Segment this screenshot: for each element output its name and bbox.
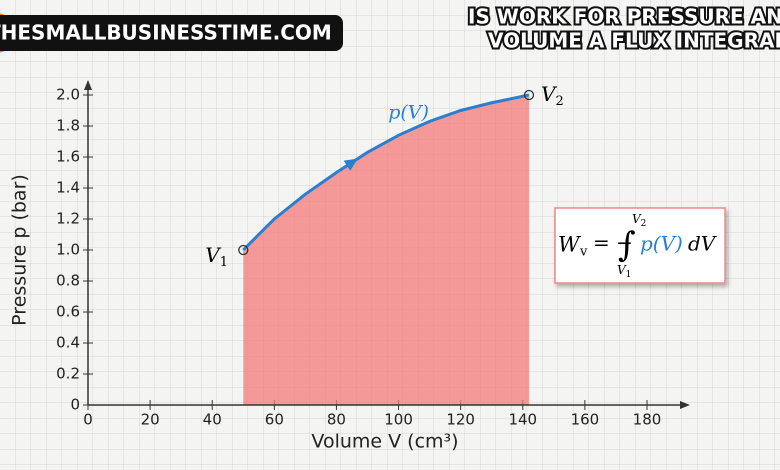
y-tick-label: 2.0: [56, 86, 80, 104]
x-tick-label: 140: [508, 411, 537, 429]
formula-box: [554, 207, 726, 284]
point-label-main: V: [205, 243, 222, 267]
y-tick-label: 1.0: [56, 241, 80, 259]
x-tick-label: 160: [571, 411, 600, 429]
x-tick-label: 40: [203, 411, 222, 429]
banner: THESMALLBUSINESSTIME.COM: [0, 21, 332, 45]
endpoint: [238, 244, 249, 256]
banner-box: [0, 15, 343, 51]
x-tick-label: 80: [327, 411, 346, 429]
y-tick-label: 1.2: [56, 210, 80, 228]
x-tick-label: 100: [384, 411, 413, 429]
area: [243, 95, 529, 405]
x-tick-label: 60: [265, 411, 284, 429]
x-arrow: [680, 401, 690, 409]
formula-eq: = −: [593, 231, 633, 255]
y-tick-label: 0.2: [56, 365, 80, 383]
point-label: V1: [205, 243, 228, 270]
x-tick-label: 120: [446, 411, 475, 429]
x-tick-label: 0: [83, 411, 93, 429]
y-tick-label: 0.6: [56, 303, 80, 321]
formula-sub: v: [579, 245, 588, 260]
point-label-main: V: [541, 82, 558, 106]
y-tick-label: 0.8: [56, 272, 80, 290]
formula-lhs: W: [558, 233, 582, 257]
formula-lower: V1: [617, 263, 631, 280]
y-arrow: [84, 80, 92, 90]
curve: [242, 93, 530, 252]
y-axis-label: Pressure p (bar): [9, 174, 31, 326]
headline: IS WORK FOR PRESSURE AND: [468, 5, 780, 29]
headline: VOLUME A FLUX INTEGRAL: [488, 29, 780, 53]
formula-integral: ∫: [618, 225, 636, 265]
point-label: V2: [541, 82, 564, 109]
y-tick-label: 1.6: [56, 148, 80, 166]
y-tick-label: 1.4: [56, 179, 80, 197]
y-tick-label: 1.8: [56, 117, 80, 135]
formula-d: dV: [688, 232, 718, 256]
y-tick-label: 0: [70, 396, 80, 414]
formula-upper: V2: [632, 212, 646, 229]
endpoint: [523, 89, 535, 101]
x-tick-label: 180: [633, 411, 662, 429]
x-tick-label: 20: [141, 411, 160, 429]
curve-label: p(V): [388, 101, 429, 123]
formula-integrand: p(V): [640, 232, 683, 256]
point-label-sub: 1: [220, 255, 228, 270]
direction-arrow: [343, 158, 358, 171]
x-axis-label: Volume V (cm³): [311, 431, 458, 453]
point-label-sub: 2: [555, 94, 563, 109]
y-tick-label: 0.4: [56, 334, 80, 352]
